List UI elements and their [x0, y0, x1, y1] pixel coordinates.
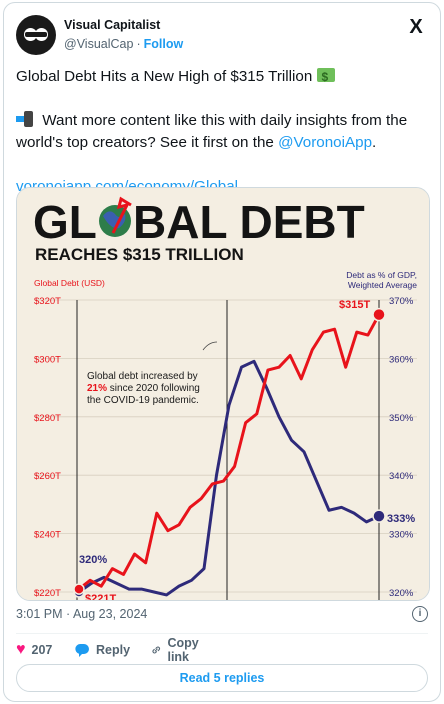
- chart-subtitle: REACHES $315 TRILLION: [35, 245, 244, 264]
- left-tick-label: $320T: [34, 296, 61, 307]
- globe-ocean-icon: [103, 211, 126, 229]
- reply-icon: [75, 644, 89, 657]
- author-meta: @VisualCap · Follow: [64, 37, 183, 51]
- avatar[interactable]: [16, 15, 56, 55]
- end-debt-label: $315T: [339, 299, 370, 311]
- copy-link-label: Copy link: [167, 636, 199, 664]
- annotation-line-3: the COVID-19 pandemic.: [87, 395, 199, 406]
- reply-label: Reply: [96, 643, 131, 657]
- left-tick-label: $280T: [34, 413, 61, 424]
- x-logo-icon[interactable]: X: [409, 16, 423, 38]
- start-debt-label: $221T: [85, 593, 116, 601]
- global-debt-series: [73, 307, 386, 595]
- annotation-connector: [202, 341, 218, 351]
- annotation-highlight: 21%: [87, 383, 107, 394]
- author-name[interactable]: Visual Capitalist: [64, 18, 161, 32]
- divider: [16, 633, 428, 634]
- right-tick-label: 320%: [389, 588, 414, 599]
- right-tick-label: 340%: [389, 471, 414, 482]
- post-line-1: Global Debt Hits a New High of $315 Tril…: [16, 68, 313, 85]
- link-icon: [152, 646, 161, 654]
- right-axis-label-2: Weighted Average: [348, 280, 417, 290]
- annotation-line-2: since 2020 following: [107, 383, 200, 394]
- author-handle[interactable]: @VisualCap: [64, 37, 134, 51]
- heart-icon: ♥: [16, 641, 26, 658]
- timestamp[interactable]: 3:01 PM · Aug 23, 2024: [16, 607, 148, 621]
- end-pct-label: 333%: [387, 513, 415, 525]
- like-button[interactable]: ♥ 207: [16, 641, 52, 659]
- start-pct-label: 320%: [79, 554, 107, 566]
- rising-arrow-icon: [111, 196, 132, 234]
- follow-button[interactable]: Follow: [143, 37, 184, 51]
- post-line-2: Want more content like this with daily i…: [16, 112, 408, 151]
- svg-text:21% since 2020 following: 21% since 2020 following: [87, 383, 200, 394]
- post-card[interactable]: Visual Capitalist @VisualCap · Follow X Gl…: [3, 2, 441, 702]
- series-end-point: [372, 509, 386, 523]
- left-tick-label: $220T: [34, 588, 61, 599]
- series-line: [78, 359, 380, 597]
- series-line: [78, 313, 381, 591]
- chart-title-part2: BAL DEBT: [133, 196, 365, 248]
- left-tick-label: $260T: [34, 471, 61, 482]
- likes-count: 207: [31, 643, 53, 657]
- reply-button[interactable]: Reply: [74, 641, 130, 659]
- read-replies-button[interactable]: Read 5 replies: [16, 664, 428, 692]
- mention-link[interactable]: @VoronoiApp: [278, 134, 373, 151]
- right-tick-label: 330%: [389, 530, 414, 541]
- right-tick-label: 370%: [389, 296, 414, 307]
- separator: ·: [136, 37, 141, 51]
- annotation: Global debt increased by 21% since 2020 …: [87, 371, 200, 406]
- post-header: Visual Capitalist @VisualCap · Follow X: [16, 15, 428, 59]
- left-tick-label: $300T: [34, 354, 61, 365]
- chart-title-part1: GL: [33, 196, 97, 248]
- annotation-line-1: Global debt increased by: [87, 371, 198, 382]
- copy-link-button[interactable]: Copy link: [151, 636, 204, 664]
- series-end-point: [372, 307, 386, 322]
- series-start-point: [73, 583, 85, 595]
- chart-image[interactable]: GL BAL DEBT REACHES $315 TRILLION Global…: [16, 187, 430, 601]
- global-debt-chart: GL BAL DEBT REACHES $315 TRILLION Global…: [17, 188, 429, 601]
- info-icon[interactable]: i: [412, 606, 428, 622]
- right-tick-label: 350%: [389, 413, 414, 424]
- right-tick-label: 360%: [389, 354, 414, 365]
- right-axis-label-1: Debt as % of GDP,: [346, 270, 417, 280]
- left-axis-label: Global Debt (USD): [34, 278, 105, 288]
- money-emoji-icon: [316, 66, 335, 88]
- post-line-2-end: .: [372, 134, 377, 151]
- left-tick-label: $240T: [34, 530, 61, 541]
- phone-emoji-icon: [16, 111, 38, 127]
